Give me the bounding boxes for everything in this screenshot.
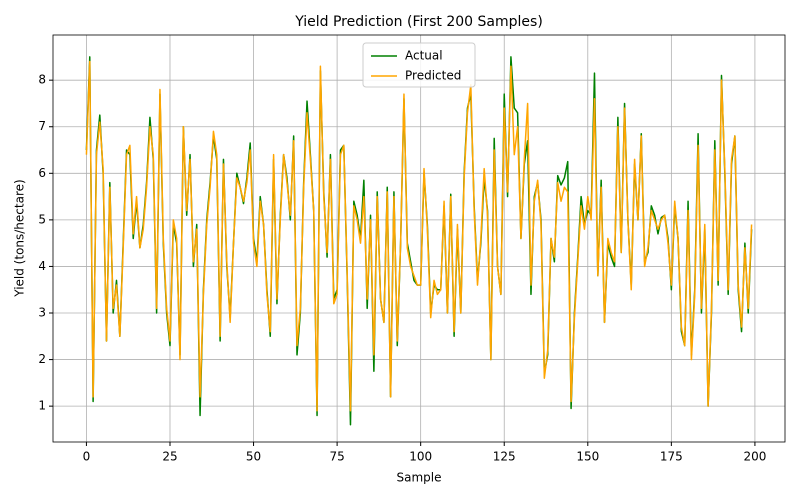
y-tick-label: 7: [38, 119, 46, 133]
legend: Actual Predicted: [362, 42, 476, 88]
x-tick-label: 50: [246, 450, 261, 464]
y-tick-label: 2: [38, 352, 46, 366]
plot-frame: [52, 34, 786, 443]
x-tick-label: 125: [493, 450, 516, 464]
x-tick-label: 100: [409, 450, 432, 464]
x-tick-label: 25: [162, 450, 177, 464]
x-tick-label: 175: [660, 450, 683, 464]
y-tick-label: 1: [38, 399, 46, 413]
x-tick-label: 200: [743, 450, 766, 464]
x-tick-label: 75: [329, 450, 344, 464]
x-tick-label: 0: [83, 450, 91, 464]
chart-title: Yield Prediction (First 200 Samples): [294, 14, 543, 30]
series-line: [85, 60, 753, 412]
y-tick-label: 6: [38, 166, 46, 180]
x-tick-label: 150: [576, 450, 599, 464]
legend-label: Predicted: [405, 69, 461, 83]
y-axis-label: Yield (tons/hectare): [13, 179, 27, 297]
legend-label: Actual: [405, 49, 443, 63]
x-axis-label: Sample: [397, 471, 442, 485]
y-tick-label: 5: [38, 212, 46, 226]
y-tick-label: 3: [38, 306, 46, 320]
y-tick-label: 4: [38, 259, 46, 273]
y-tick-label: 8: [38, 73, 46, 87]
